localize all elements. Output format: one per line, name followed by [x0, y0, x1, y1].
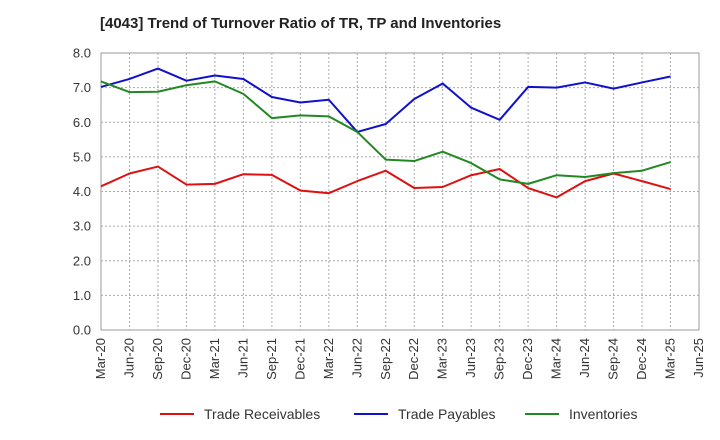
x-axis-tick-labels: Mar-20 Jun-20 Sep-20 Dec-20 Mar-21 Jun-21 Sep-… — [93, 338, 706, 380]
legend-item: Inventories — [525, 406, 637, 422]
legend-label: Inventories — [569, 406, 637, 422]
y-tick-label: 6.0 — [73, 115, 91, 130]
x-tick-label: Jun-24 — [577, 338, 592, 378]
x-tick-label: Mar-21 — [207, 338, 222, 379]
x-tick-label: Jun-23 — [463, 338, 478, 378]
x-tick-label: Mar-23 — [435, 338, 450, 379]
y-tick-label: 4.0 — [73, 184, 91, 199]
x-tick-label: Mar-20 — [93, 338, 108, 379]
y-axis-tick-labels: 0.0 1.0 2.0 3.0 4.0 5.0 6.0 7.0 8.0 — [73, 46, 91, 338]
legend-item: Trade Receivables — [160, 406, 320, 422]
x-tick-label: Sep-20 — [150, 338, 165, 380]
chart-title: [4043] Trend of Turnover Ratio of TR, TP… — [100, 15, 502, 32]
y-tick-label: 0.0 — [73, 323, 91, 338]
legend-item: Trade Payables — [354, 406, 496, 422]
x-tick-label: Sep-22 — [378, 338, 393, 380]
y-tick-label: 1.0 — [73, 288, 91, 303]
grid-lines — [101, 53, 699, 330]
x-tick-label: Dec-21 — [292, 338, 307, 380]
x-tick-label: Jun-22 — [349, 338, 364, 378]
x-tick-label: Jun-25 — [691, 338, 706, 378]
x-tick-label: Sep-23 — [492, 338, 507, 380]
x-tick-label: Mar-24 — [549, 338, 564, 379]
x-tick-label: Mar-25 — [663, 338, 678, 379]
y-tick-label: 7.0 — [73, 80, 91, 95]
legend: Trade Receivables Trade Payables Inventori… — [160, 406, 637, 422]
y-tick-label: 2.0 — [73, 253, 91, 268]
series-line-inventories — [100, 80, 671, 185]
x-tick-label: Dec-22 — [406, 338, 421, 380]
x-tick-label: Dec-24 — [634, 338, 649, 380]
y-tick-label: 3.0 — [73, 219, 91, 234]
legend-label: Trade Receivables — [204, 406, 320, 422]
x-tick-label: Dec-20 — [178, 338, 193, 380]
y-tick-label: 8.0 — [73, 46, 91, 61]
y-tick-label: 5.0 — [73, 149, 91, 164]
series-lines — [100, 67, 671, 199]
x-tick-label: Jun-21 — [235, 338, 250, 378]
x-tick-label: Jun-20 — [121, 338, 136, 378]
x-tick-label: Sep-21 — [264, 338, 279, 380]
x-tick-label: Mar-22 — [321, 338, 336, 379]
legend-label: Trade Payables — [398, 406, 496, 422]
x-tick-label: Dec-23 — [520, 338, 535, 380]
x-tick-label: Sep-24 — [606, 338, 621, 380]
